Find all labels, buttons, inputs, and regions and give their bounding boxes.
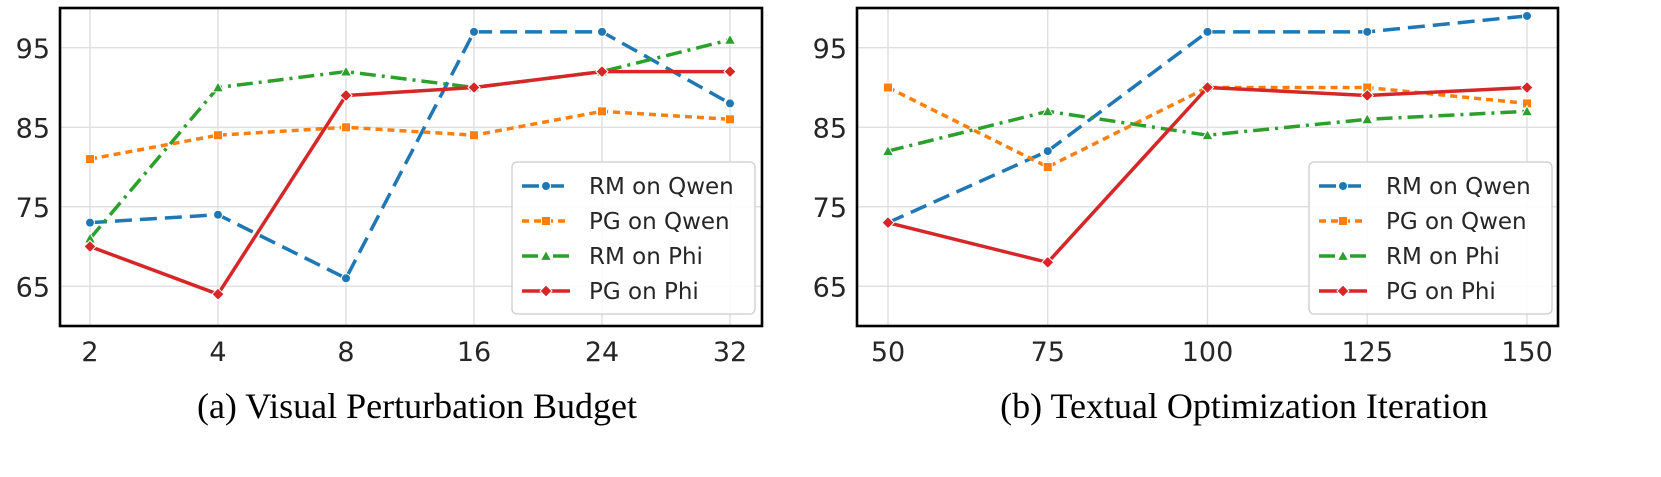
chart-2: 65 75 85 95 50 75 100 125 150 RM on Qwen PG on Qwe…	[813, 6, 1560, 426]
legend-marker-rm-on-qwen	[541, 181, 551, 191]
legend-label-pg-on-phi: PG on Phi	[1386, 279, 1496, 305]
data-point-pg-on-qwen	[341, 122, 351, 133]
x-tick-label: 150	[1501, 337, 1553, 368]
data-point-rm-on-qwen	[725, 98, 735, 109]
data-point-rm-on-qwen	[1042, 146, 1053, 157]
series-line-rm-on-phi	[88, 38, 731, 240]
data-point-pg-on-qwen	[85, 154, 95, 165]
data-point-pg-on-phi	[881, 215, 895, 230]
chart-caption: (a) Visual Perturbation Budget	[197, 386, 637, 426]
x-tick-label: 2	[81, 337, 98, 368]
y-tick-label: 95	[16, 34, 50, 65]
y-tick-label: 85	[16, 113, 50, 144]
data-point-pg-on-qwen	[725, 114, 735, 125]
x-tick-label: 8	[337, 337, 354, 368]
data-point-rm-on-qwen	[1362, 26, 1373, 37]
data-point-rm-on-phi	[1360, 112, 1374, 125]
data-point-rm-on-qwen	[469, 26, 479, 37]
data-point-rm-on-qwen	[341, 273, 351, 284]
legend-label-rm-on-qwen: RM on Qwen	[1386, 174, 1531, 200]
data-point-pg-on-phi	[339, 88, 353, 103]
y-tick-label: 65	[813, 272, 847, 303]
data-point-pg-on-phi	[467, 80, 481, 95]
legend-label-pg-on-qwen: PG on Qwen	[1386, 209, 1527, 235]
data-point-rm-on-qwen	[213, 209, 223, 220]
legend-label-pg-on-phi: PG on Phi	[589, 279, 699, 305]
legend-marker-rm-on-phi	[539, 249, 553, 261]
legend: RM on Qwen PG on Qwen RM on Phi PG on Phi	[1308, 161, 1553, 315]
plot-frame	[855, 6, 1560, 328]
y-tick-label: 95	[813, 34, 847, 65]
data-point-pg-on-phi	[1200, 80, 1215, 95]
legend-marker-pg-on-phi	[1336, 284, 1350, 298]
data-point-pg-on-qwen	[469, 130, 479, 141]
data-point-rm-on-qwen	[597, 26, 607, 37]
legend-label-rm-on-phi: RM on Phi	[589, 244, 703, 270]
data-point-rm-on-phi	[1520, 104, 1534, 117]
data-point-pg-on-phi	[1520, 80, 1534, 95]
series-line-rm-on-qwen	[887, 14, 1528, 225]
y-tick-label: 75	[16, 193, 50, 224]
series-line-rm-on-qwen	[89, 30, 731, 281]
y-tick-label: 65	[16, 272, 50, 303]
x-tick-label: 32	[713, 337, 747, 368]
data-point-pg-on-qwen	[213, 130, 223, 141]
legend-marker-pg-on-qwen	[541, 216, 551, 226]
legend: RM on Qwen PG on Qwen RM on Phi PG on Phi	[511, 161, 756, 315]
data-point-pg-on-phi	[1041, 255, 1055, 270]
chart-caption: (b) Textual Optimization Iteration	[1000, 386, 1488, 426]
legend-box	[511, 161, 756, 315]
legend-marker-pg-on-phi	[539, 284, 553, 298]
data-point-rm-on-phi	[1201, 128, 1214, 141]
legend-box	[1308, 161, 1553, 315]
data-point-rm-on-qwen	[1202, 26, 1213, 37]
y-tick-label: 85	[813, 113, 847, 144]
x-tick-label: 100	[1182, 337, 1234, 368]
legend-label-rm-on-phi: RM on Phi	[1386, 244, 1500, 270]
data-point-rm-on-phi	[881, 144, 895, 156]
legend-marker-rm-on-phi	[1336, 249, 1350, 261]
x-tick-label: 75	[1031, 337, 1065, 368]
data-point-rm-on-qwen	[85, 217, 95, 228]
data-point-rm-on-phi	[723, 33, 737, 45]
data-point-rm-on-phi	[339, 65, 353, 77]
x-tick-label: 16	[457, 337, 491, 368]
plot-frame	[58, 6, 764, 328]
data-point-rm-on-phi	[1041, 104, 1055, 117]
data-point-pg-on-qwen	[1042, 162, 1053, 172]
legend-label-pg-on-qwen: PG on Qwen	[589, 209, 730, 235]
series-line-rm-on-phi	[887, 109, 1528, 153]
legend-marker-pg-on-qwen	[1338, 216, 1348, 226]
series-line-pg-on-qwen	[89, 109, 731, 161]
data-point-pg-on-qwen	[883, 82, 893, 93]
data-point-rm-on-phi	[211, 80, 225, 93]
data-point-pg-on-phi	[83, 239, 97, 254]
legend-marker-rm-on-qwen	[1338, 181, 1348, 191]
x-tick-label: 50	[871, 337, 905, 368]
data-point-rm-on-qwen	[1522, 10, 1532, 21]
x-tick-label: 4	[209, 337, 226, 368]
x-tick-label: 24	[585, 337, 619, 368]
y-tick-label: 75	[813, 193, 847, 224]
x-tick-label: 125	[1341, 337, 1393, 368]
data-point-pg-on-phi	[723, 64, 737, 79]
series-line-pg-on-phi	[89, 69, 730, 296]
data-point-pg-on-qwen	[597, 106, 607, 117]
legend-label-rm-on-qwen: RM on Qwen	[589, 174, 734, 200]
data-point-pg-on-phi	[595, 64, 609, 79]
data-point-pg-on-phi	[1360, 88, 1374, 103]
data-point-pg-on-phi	[211, 287, 225, 301]
